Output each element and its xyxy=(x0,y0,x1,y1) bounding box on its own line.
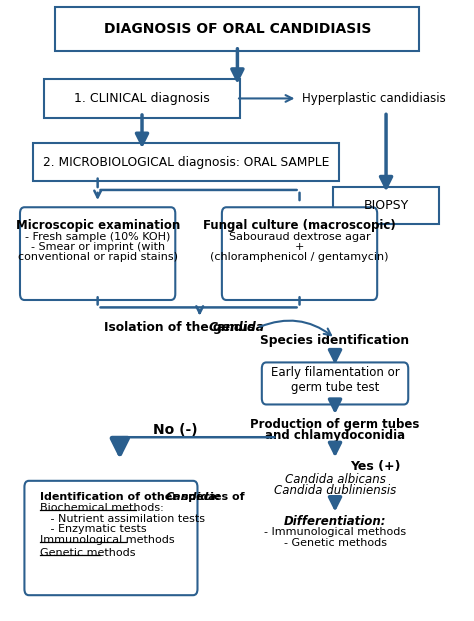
Text: +: + xyxy=(295,242,304,252)
Text: Yes (+): Yes (+) xyxy=(351,460,401,473)
Text: Identification of other species of: Identification of other species of xyxy=(40,492,248,502)
Text: Candida: Candida xyxy=(209,321,264,334)
Text: conventional or rapid stains): conventional or rapid stains) xyxy=(18,252,178,261)
Text: Candida:: Candida: xyxy=(165,492,221,502)
Text: Hyperplastic candidiasis: Hyperplastic candidiasis xyxy=(302,92,446,105)
Text: - Immunological methods: - Immunological methods xyxy=(264,527,406,537)
Text: Species identification: Species identification xyxy=(261,333,410,347)
Text: Immunological methods: Immunological methods xyxy=(40,535,174,545)
Text: Production of germ tubes: Production of germ tubes xyxy=(250,419,419,432)
Text: and chlamydoconidia: and chlamydoconidia xyxy=(265,429,405,442)
Text: Fungal culture (macroscopic): Fungal culture (macroscopic) xyxy=(203,219,396,232)
Text: BIOPSY: BIOPSY xyxy=(364,199,409,212)
Text: Biochemical methods:: Biochemical methods: xyxy=(40,504,164,514)
Text: Genetic methods: Genetic methods xyxy=(40,548,136,558)
Text: Microscopic examination: Microscopic examination xyxy=(16,219,180,232)
FancyBboxPatch shape xyxy=(333,187,439,224)
Text: No (-): No (-) xyxy=(153,424,198,437)
Text: 2. MICROBIOLOGICAL diagnosis: ORAL SAMPLE: 2. MICROBIOLOGICAL diagnosis: ORAL SAMPL… xyxy=(43,156,329,169)
Text: - Fresh sample (10% KOH): - Fresh sample (10% KOH) xyxy=(25,232,170,242)
FancyBboxPatch shape xyxy=(45,79,240,117)
Text: Differentiation:: Differentiation: xyxy=(284,515,386,528)
Text: Early filamentation or
germ tube test: Early filamentation or germ tube test xyxy=(271,366,400,394)
FancyBboxPatch shape xyxy=(55,7,419,52)
Text: - Enzymatic tests: - Enzymatic tests xyxy=(40,524,146,533)
Text: DIAGNOSIS OF ORAL CANDIDIASIS: DIAGNOSIS OF ORAL CANDIDIASIS xyxy=(104,22,371,36)
Text: Sabouraud dextrose agar: Sabouraud dextrose agar xyxy=(229,232,370,242)
FancyBboxPatch shape xyxy=(262,363,408,404)
Text: Candida albicans: Candida albicans xyxy=(284,473,385,486)
Text: Isolation of the genus: Isolation of the genus xyxy=(104,321,259,334)
Text: Candida dubliniensis: Candida dubliniensis xyxy=(274,484,396,497)
FancyBboxPatch shape xyxy=(33,143,339,181)
Text: - Nutrient assimilation tests: - Nutrient assimilation tests xyxy=(40,514,205,524)
Text: (chloramphenicol / gentamycin): (chloramphenicol / gentamycin) xyxy=(210,252,389,261)
FancyBboxPatch shape xyxy=(25,481,198,595)
FancyBboxPatch shape xyxy=(20,207,175,300)
Text: - Genetic methods: - Genetic methods xyxy=(283,538,386,548)
Text: 1. CLINICAL diagnosis: 1. CLINICAL diagnosis xyxy=(74,92,210,105)
FancyBboxPatch shape xyxy=(222,207,377,300)
Text: - Smear or imprint (with: - Smear or imprint (with xyxy=(31,242,164,252)
